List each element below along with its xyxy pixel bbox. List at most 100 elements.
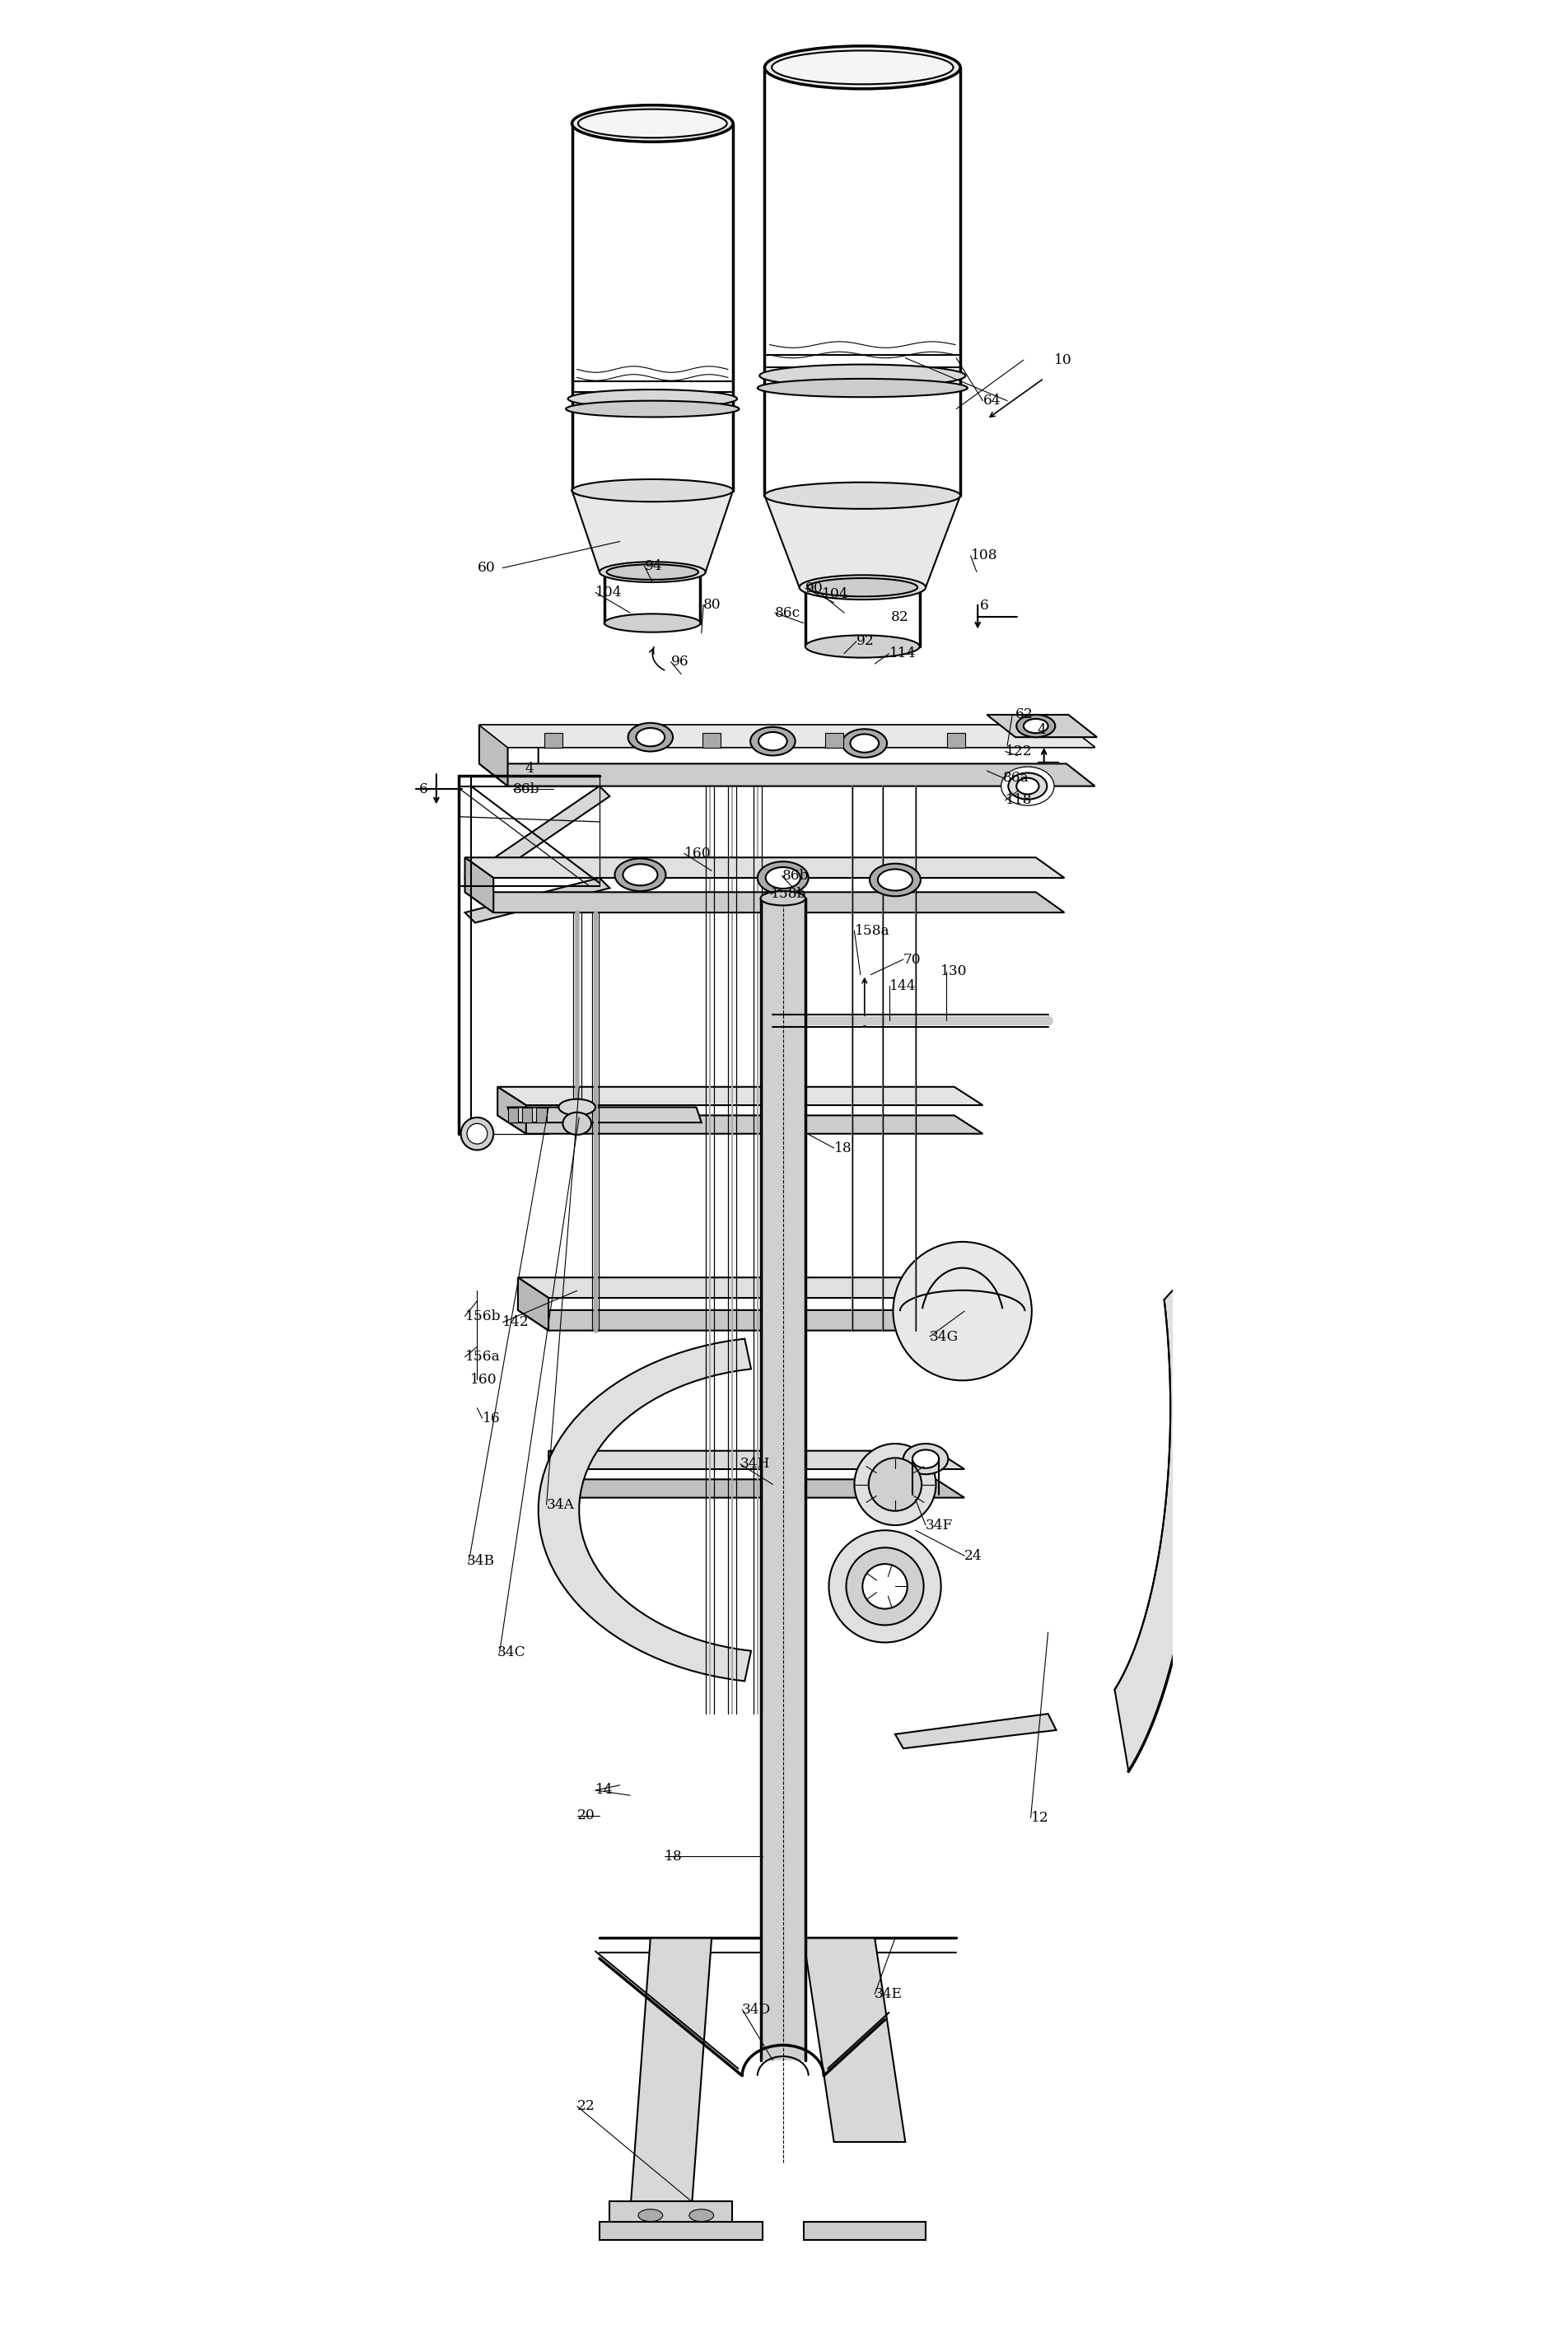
Text: 108: 108 bbox=[971, 549, 997, 563]
Polygon shape bbox=[464, 857, 1065, 878]
Ellipse shape bbox=[622, 864, 657, 885]
Ellipse shape bbox=[913, 1450, 939, 1469]
Ellipse shape bbox=[760, 892, 806, 906]
Bar bbox=[508, 1108, 517, 1122]
Polygon shape bbox=[549, 1479, 964, 1497]
Text: 62: 62 bbox=[1016, 709, 1033, 723]
Ellipse shape bbox=[1024, 718, 1047, 732]
Circle shape bbox=[855, 1443, 936, 1526]
Polygon shape bbox=[517, 1310, 1007, 1331]
Ellipse shape bbox=[842, 730, 887, 758]
Bar bbox=[536, 1108, 547, 1122]
Text: 156a: 156a bbox=[464, 1350, 500, 1364]
Text: 10: 10 bbox=[1054, 352, 1073, 366]
Text: 22: 22 bbox=[577, 2098, 594, 2112]
Text: 6: 6 bbox=[419, 782, 428, 796]
Text: 70: 70 bbox=[903, 953, 920, 967]
Ellipse shape bbox=[1016, 716, 1055, 737]
Ellipse shape bbox=[572, 106, 732, 141]
Polygon shape bbox=[464, 892, 1065, 913]
Text: 20: 20 bbox=[577, 1810, 594, 1824]
Polygon shape bbox=[572, 491, 732, 573]
Polygon shape bbox=[480, 725, 508, 786]
Bar bbox=[760, 899, 806, 2061]
Text: 34D: 34D bbox=[742, 2002, 771, 2016]
Polygon shape bbox=[549, 1450, 964, 1469]
Polygon shape bbox=[464, 857, 494, 913]
Ellipse shape bbox=[759, 364, 966, 387]
Text: 18: 18 bbox=[665, 1849, 682, 1864]
Polygon shape bbox=[517, 1277, 1007, 1298]
Circle shape bbox=[467, 1124, 488, 1143]
Text: 86c: 86c bbox=[775, 606, 801, 620]
Text: 130: 130 bbox=[939, 965, 967, 979]
Ellipse shape bbox=[563, 1112, 591, 1134]
Ellipse shape bbox=[759, 732, 787, 751]
Text: 114: 114 bbox=[889, 645, 916, 660]
Ellipse shape bbox=[765, 47, 960, 89]
Polygon shape bbox=[895, 1713, 1057, 1749]
Ellipse shape bbox=[765, 483, 960, 509]
Circle shape bbox=[869, 1457, 922, 1511]
Polygon shape bbox=[497, 1087, 527, 1134]
Text: 104: 104 bbox=[822, 587, 848, 601]
Polygon shape bbox=[517, 1277, 549, 1331]
Text: 92: 92 bbox=[856, 634, 875, 648]
Polygon shape bbox=[986, 716, 1098, 737]
Text: 144: 144 bbox=[889, 979, 916, 993]
Circle shape bbox=[461, 1117, 494, 1150]
Ellipse shape bbox=[903, 1443, 949, 1474]
Text: 34A: 34A bbox=[547, 1497, 574, 1511]
Text: 16: 16 bbox=[483, 1411, 500, 1425]
Text: 86a: 86a bbox=[1004, 770, 1029, 784]
Bar bbox=[825, 732, 844, 746]
Polygon shape bbox=[630, 1939, 712, 2213]
Text: 12: 12 bbox=[1030, 1812, 1049, 1824]
Bar bbox=[803, 2223, 925, 2239]
Ellipse shape bbox=[878, 868, 913, 890]
Text: 160: 160 bbox=[470, 1373, 497, 1387]
Polygon shape bbox=[480, 725, 1094, 746]
Text: 158b: 158b bbox=[771, 887, 806, 901]
Text: 94: 94 bbox=[644, 559, 662, 573]
Ellipse shape bbox=[800, 575, 925, 598]
Text: 82: 82 bbox=[891, 610, 909, 624]
Polygon shape bbox=[508, 1108, 701, 1122]
Text: 60: 60 bbox=[477, 561, 495, 575]
Ellipse shape bbox=[638, 2209, 663, 2223]
Text: 104: 104 bbox=[596, 584, 622, 598]
Ellipse shape bbox=[558, 1098, 596, 1115]
Ellipse shape bbox=[757, 378, 967, 397]
Polygon shape bbox=[765, 495, 960, 587]
Ellipse shape bbox=[607, 563, 698, 580]
Text: 80: 80 bbox=[704, 598, 721, 613]
Polygon shape bbox=[549, 1450, 577, 1497]
Bar bbox=[544, 732, 563, 746]
Ellipse shape bbox=[1000, 767, 1054, 805]
Polygon shape bbox=[464, 878, 610, 922]
Text: 24: 24 bbox=[964, 1549, 983, 1563]
Polygon shape bbox=[803, 1939, 905, 2143]
Text: 34H: 34H bbox=[740, 1457, 770, 1472]
Ellipse shape bbox=[572, 479, 732, 502]
Polygon shape bbox=[480, 763, 1094, 786]
Text: 86b: 86b bbox=[782, 868, 809, 882]
Ellipse shape bbox=[629, 723, 673, 751]
Bar bbox=[702, 732, 721, 746]
Ellipse shape bbox=[637, 728, 665, 746]
Text: 4: 4 bbox=[525, 763, 535, 777]
Polygon shape bbox=[480, 725, 1094, 746]
Text: 122: 122 bbox=[1005, 744, 1032, 758]
Ellipse shape bbox=[771, 52, 953, 84]
Text: 34C: 34C bbox=[497, 1645, 525, 1659]
Text: 18: 18 bbox=[834, 1141, 851, 1155]
Ellipse shape bbox=[615, 859, 666, 892]
Ellipse shape bbox=[599, 561, 706, 582]
Text: 90: 90 bbox=[806, 582, 823, 596]
Text: 158a: 158a bbox=[855, 925, 889, 939]
Ellipse shape bbox=[1008, 772, 1047, 800]
Ellipse shape bbox=[1016, 777, 1040, 793]
Text: 160: 160 bbox=[684, 847, 710, 861]
Text: 34G: 34G bbox=[930, 1331, 958, 1342]
Text: 156b: 156b bbox=[464, 1310, 500, 1324]
